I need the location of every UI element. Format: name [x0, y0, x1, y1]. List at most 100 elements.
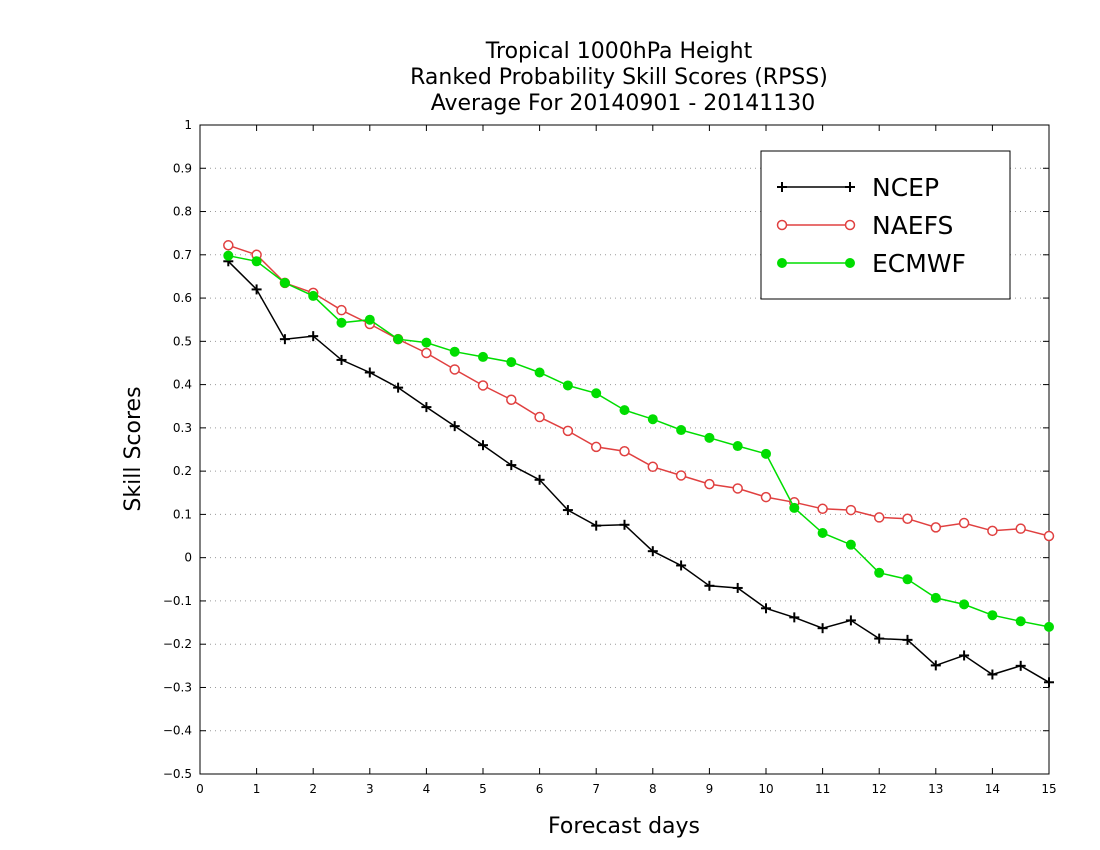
point-ecmwf — [959, 599, 970, 610]
point-naefs — [449, 364, 460, 375]
y-tick-label: 0.3 — [173, 421, 192, 435]
point-ecmwf — [336, 317, 347, 328]
y-tick-label: −0.4 — [163, 724, 192, 738]
point-ecmwf — [987, 610, 998, 621]
point-naefs — [732, 483, 743, 494]
point-ecmwf — [279, 277, 290, 288]
point-ecmwf — [562, 380, 573, 391]
point-naefs — [590, 441, 602, 453]
x-tick-labels: 0 1 2 3 4 5 6 7 8 9 10 11 12 13 14 15 — [196, 782, 1056, 796]
point-ncep — [704, 580, 715, 591]
point-naefs — [1043, 530, 1055, 542]
x-tick-label: 10 — [758, 782, 773, 796]
y-tick-label: 1 — [184, 118, 192, 132]
point-naefs — [958, 517, 970, 529]
point-naefs — [336, 304, 347, 316]
x-tick-label: 0 — [196, 782, 204, 796]
legend-item-naefs: NAEFS — [776, 211, 953, 240]
chart-title: Tropical 1000hPa Height Ranked Probabili… — [410, 39, 828, 116]
y-tick-label: 0.5 — [173, 334, 192, 348]
point-ecmwf — [704, 432, 715, 443]
point-ecmwf — [393, 334, 404, 345]
x-tick-label: 14 — [985, 782, 1000, 796]
x-tick-label: 5 — [479, 782, 487, 796]
x-tick-label: 1 — [253, 782, 261, 796]
plot-frame — [199, 124, 1050, 775]
point-ncep — [591, 520, 602, 531]
point-ncep — [279, 334, 290, 345]
legend-marker-ecmwf — [845, 258, 855, 268]
point-ncep — [336, 354, 347, 365]
title-line-1: Tropical 1000hPa Height — [485, 39, 753, 64]
y-tick-label: 0.9 — [173, 161, 192, 175]
title-line-3: Average For 20140901 - 20141130 — [431, 91, 816, 116]
legend-marker-ncep — [845, 182, 855, 192]
y-axis-label: Skill Scores — [121, 386, 146, 511]
point-ncep — [874, 633, 885, 644]
x-tick-label: 11 — [815, 782, 830, 796]
x-tick-label: 15 — [1041, 782, 1056, 796]
legend-item-ncep: NCEP — [777, 173, 939, 202]
point-ncep — [421, 402, 432, 413]
y-tick-label: 0.4 — [173, 378, 192, 392]
point-naefs — [675, 470, 687, 481]
legend: NCEP NAEFS ECMWF — [760, 150, 1011, 300]
point-ncep — [308, 331, 319, 342]
point-ecmwf — [534, 367, 545, 378]
point-ecmwf — [930, 592, 941, 603]
point-naefs — [987, 525, 998, 537]
point-ecmwf — [647, 414, 658, 425]
point-ncep — [449, 421, 460, 432]
y-tick-label: 0.8 — [173, 205, 192, 219]
point-ncep — [393, 382, 404, 393]
point-ncep — [251, 284, 262, 295]
point-ncep — [987, 669, 998, 680]
point-ecmwf — [308, 290, 319, 301]
y-tick-labels: 1 0.9 0.8 0.7 0.6 0.5 0.4 0.3 0.2 0.1 0 −0.1 −0.2 −0.… — [163, 118, 192, 781]
point-naefs — [477, 380, 489, 391]
point-ecmwf — [251, 256, 262, 267]
x-tick-label: 3 — [366, 782, 374, 796]
point-ncep — [789, 612, 800, 623]
point-naefs — [506, 394, 517, 405]
y-tick-label: 0.1 — [173, 507, 192, 521]
legend-label-naefs: NAEFS — [872, 211, 953, 240]
point-ecmwf — [817, 528, 828, 539]
legend-marker-naefs — [844, 219, 856, 231]
point-ecmwf — [619, 405, 630, 416]
point-ncep — [506, 460, 517, 471]
y-tick-label: −0.1 — [163, 594, 192, 608]
x-tick-label: 8 — [649, 782, 657, 796]
point-ecmwf — [845, 539, 856, 550]
point-ecmwf — [506, 357, 517, 368]
point-ecmwf — [789, 502, 800, 513]
series-line-ecmwf — [228, 254, 1050, 628]
point-ecmwf — [449, 346, 460, 357]
point-naefs — [845, 504, 857, 516]
x-tick-label: 13 — [928, 782, 943, 796]
legend-marker-ncep — [777, 182, 787, 192]
x-axis-label: Forecast days — [548, 814, 700, 839]
point-ncep — [761, 603, 771, 614]
x-tick-label: 9 — [706, 782, 714, 796]
legend-label-ncep: NCEP — [872, 173, 939, 202]
point-naefs — [534, 411, 545, 423]
point-ecmwf — [874, 567, 885, 578]
point-naefs — [421, 347, 432, 359]
point-naefs — [817, 503, 828, 515]
point-ncep — [676, 560, 687, 571]
x-tick-label: 4 — [423, 782, 431, 796]
point-ncep — [845, 615, 856, 626]
point-naefs — [562, 425, 574, 437]
point-ncep — [1015, 660, 1026, 671]
series-ncep — [223, 256, 1054, 688]
point-ncep — [619, 519, 630, 530]
y-tick-label: 0 — [184, 551, 192, 565]
legend-marker-ecmwf — [777, 258, 787, 268]
point-ecmwf — [1015, 616, 1026, 627]
point-ncep — [732, 582, 743, 593]
x-tick-label: 6 — [536, 782, 544, 796]
point-naefs — [930, 522, 942, 533]
y-tick-label: 0.6 — [173, 291, 192, 305]
